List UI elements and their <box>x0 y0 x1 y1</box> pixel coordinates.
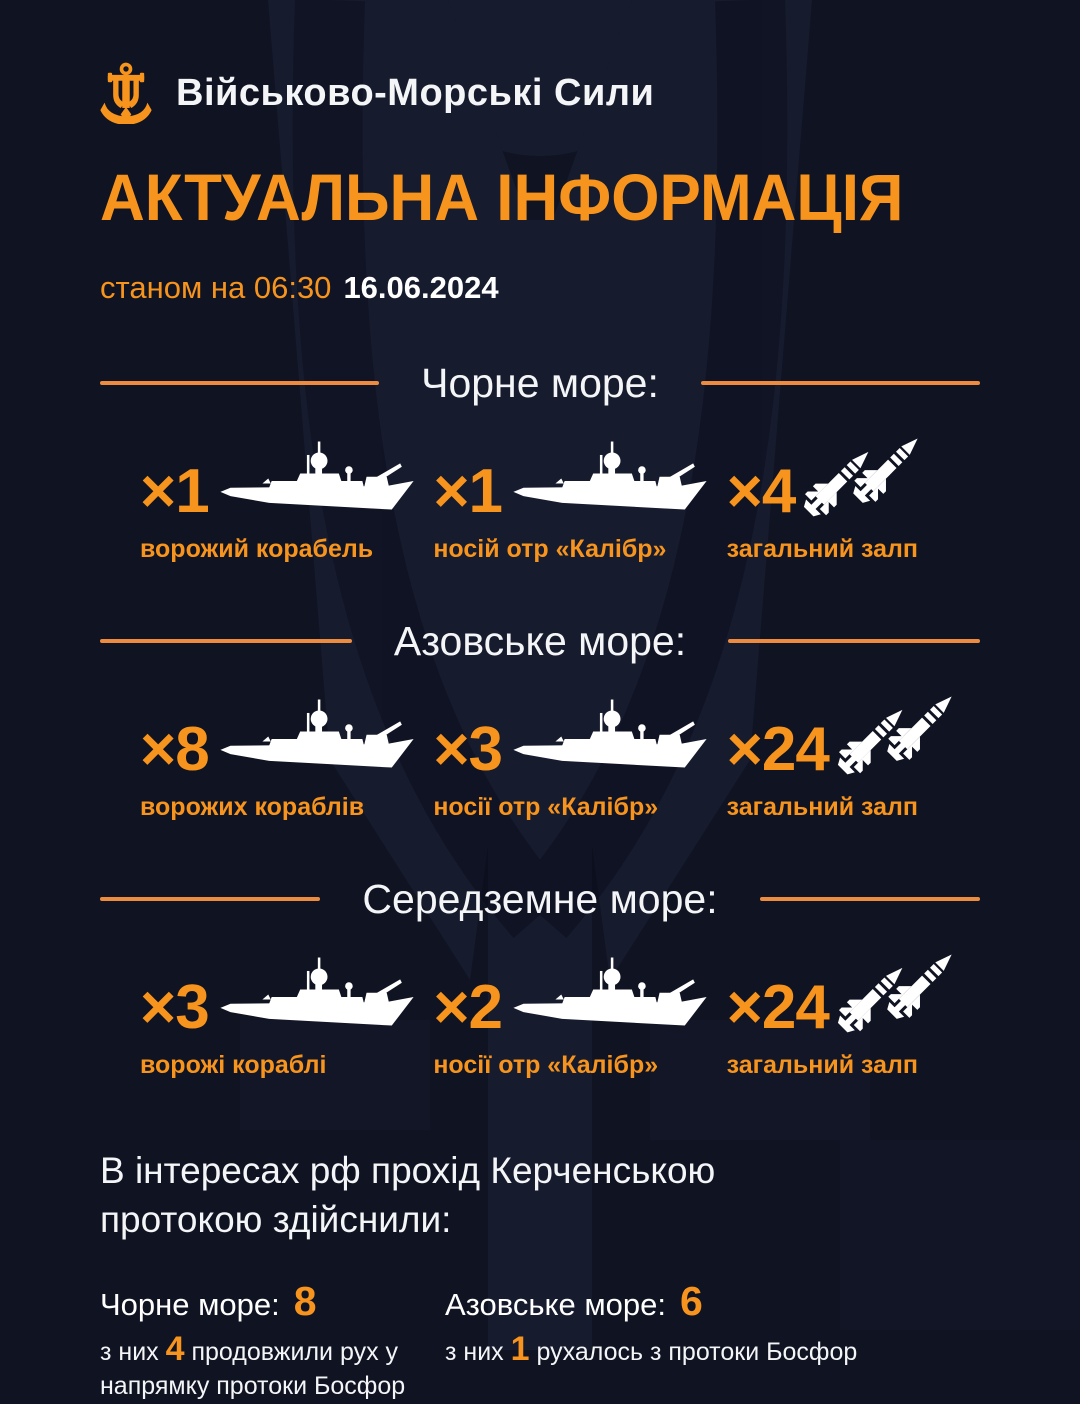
stat-enemy-ships: ×8 ворожих кораблів <box>100 685 414 822</box>
subtitle: станом на 06:30 16.06.2024 <box>100 270 980 306</box>
warship-icon <box>513 699 707 768</box>
org-name: Військово-Морські Сили <box>176 71 655 114</box>
stat-label: носії отр «Калібр» <box>433 1050 659 1079</box>
stat-count: ×2 <box>433 972 503 1042</box>
stat-count: ×4 <box>726 456 797 526</box>
note-number: 4 <box>165 1329 185 1368</box>
stat-enemy-ships: ×1 ворожий корабель <box>100 427 414 564</box>
footer-stat-azov-sea: Азовське море: 6 з них 1 рухалось з прот… <box>445 1277 858 1404</box>
as-of-time: станом на 06:30 <box>100 269 332 305</box>
section-header: Азовське море: <box>100 618 980 665</box>
kerch-strait-summary: В інтересах рф прохід Керченською проток… <box>100 1146 980 1404</box>
stat-kalibr-carriers: ×2 носії отр «Калібр» <box>393 943 707 1080</box>
divider-line <box>728 639 980 644</box>
stat-count: ×3 <box>433 714 503 784</box>
stat-count: ×24 <box>726 714 830 784</box>
warship-icon <box>220 699 414 768</box>
warship-icon <box>220 957 414 1026</box>
section-title: Середземне море: <box>362 875 718 922</box>
stat-label: загальний залп <box>726 534 918 563</box>
stats-row: ×8 ворожих кораблів ×3 носії отр «Калібр… <box>100 685 980 822</box>
section-title: Азовське море: <box>393 617 687 664</box>
stat-label: ворожий корабель <box>140 534 374 563</box>
divider-line <box>100 897 321 902</box>
stat-total-salvo: ×24 загальний залп <box>687 685 980 822</box>
stat-label: загальний залп <box>726 1050 918 1079</box>
stat-label: загальний залп <box>726 792 918 821</box>
note-text: рухалось з протоки Босфор <box>529 1337 858 1366</box>
footer-heading: В інтересах рф прохід Керченською проток… <box>100 1149 716 1241</box>
section-black-sea: Чорне море: ×1 ворожий корабель ×1 носій… <box>100 359 981 564</box>
note-number: 1 <box>510 1329 530 1368</box>
passages-count: 8 <box>293 1277 317 1324</box>
warship-icon <box>513 441 707 510</box>
missiles-icon <box>831 685 963 780</box>
stat-count: ×1 <box>140 456 210 526</box>
section-title: Чорне море: <box>421 359 659 406</box>
stat-label: ворожі кораблі <box>140 1050 327 1079</box>
footer-stat-black-sea: Чорне море: 8 з них 4 продовжили рух у н… <box>100 1277 445 1404</box>
note-text: з них <box>445 1337 511 1366</box>
section-header: Чорне море: <box>100 359 981 407</box>
navy-anchor-trident-icon <box>100 62 152 124</box>
footer-stats: Чорне море: 8 з них 4 продовжили рух у н… <box>100 1277 980 1404</box>
stat-label: носії отр «Калібр» <box>433 792 659 821</box>
divider-line <box>700 381 981 386</box>
section-mediterranean-sea: Середземне море: ×3 ворожі кораблі ×2 но… <box>100 876 980 1080</box>
stat-count: ×8 <box>140 714 210 784</box>
missiles-icon <box>831 943 963 1038</box>
missiles-icon <box>798 427 929 522</box>
stat-count: ×3 <box>140 972 210 1042</box>
report-date: 16.06.2024 <box>343 269 499 305</box>
stat-kalibr-carriers: ×1 носій отр «Калібр» <box>393 427 707 564</box>
warship-icon <box>220 441 414 510</box>
stat-total-salvo: ×24 загальний залп <box>687 943 980 1080</box>
divider-line <box>100 639 352 644</box>
passages-note: з них 4 продовжили рух у напрямку проток… <box>100 1332 420 1404</box>
stat-enemy-ships: ×3 ворожі кораблі <box>100 943 414 1080</box>
divider-line <box>100 381 380 386</box>
header: Військово-Морські Сили <box>100 62 980 124</box>
stat-count: ×1 <box>433 456 503 526</box>
page-title: АКТУАЛЬНА ІНФОРМАЦІЯ <box>100 161 904 235</box>
stat-kalibr-carriers: ×3 носії отр «Калібр» <box>393 685 707 822</box>
warship-icon <box>513 957 707 1026</box>
stats-row: ×1 ворожий корабель ×1 носій отр «Калібр… <box>100 427 980 564</box>
sea-name: Чорне море: <box>100 1286 280 1322</box>
stat-total-salvo: ×4 загальний залп <box>687 427 980 564</box>
section-azov-sea: Азовське море: ×8 ворожих кораблів ×3 но… <box>100 618 980 822</box>
passages-note: з них 1 рухалось з протоки Босфор <box>445 1332 858 1370</box>
stats-row: ×3 ворожі кораблі ×2 носії отр «Калібр» … <box>100 943 980 1080</box>
divider-line <box>759 897 980 902</box>
stat-label: ворожих кораблів <box>140 792 365 821</box>
passages-count: 6 <box>679 1277 703 1324</box>
stat-label: носій отр «Калібр» <box>433 534 667 563</box>
sea-name: Азовське море: <box>445 1286 666 1322</box>
stat-count: ×24 <box>726 972 830 1042</box>
note-text: з них <box>100 1337 166 1366</box>
section-header: Середземне море: <box>100 876 980 923</box>
